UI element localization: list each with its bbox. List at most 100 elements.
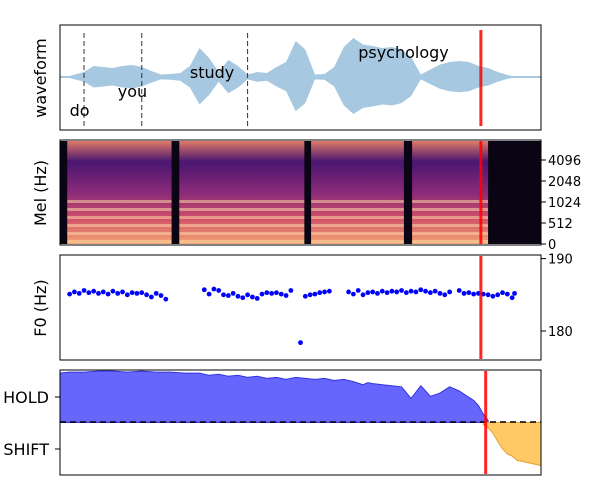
mel-ytick-label: 4096 [548,154,581,169]
f0-point [283,293,289,298]
word-label: study [190,63,234,82]
f0-point [245,292,250,298]
f0-point [365,290,371,296]
mel-silence-band [171,141,180,244]
f0-point [216,288,222,293]
mel-ylabel: Mel (Hz) [31,160,50,226]
f0-ylabel: F0 (Hz) [31,279,50,336]
f0-point [466,290,472,296]
f0-point [413,289,419,295]
f0-yticks: 180 190 [541,253,573,340]
mel-silence-bands [60,141,541,244]
f0-point [427,290,433,296]
f0-point [509,295,515,301]
f0-point [317,290,323,296]
f0-point [512,290,517,296]
f0-point [447,289,453,295]
waveform-area [60,38,541,114]
f0-point [394,289,400,295]
f0-point [240,295,246,301]
f0-point [264,290,270,296]
f0-point [351,291,356,297]
mel-ytick-label: 0 [548,238,556,253]
f0-point [302,293,308,299]
f0-point [129,290,135,296]
f0-point [91,288,97,294]
f0-point [360,292,366,298]
mel-ytick-label: 2048 [548,175,581,190]
mel-silence-band [304,141,312,244]
waveform-frame [59,24,542,131]
turn-frame [59,369,542,476]
f0-point [96,290,101,296]
f0-point [442,292,448,298]
f0-point [432,288,438,294]
f0-points [67,286,517,346]
waveform-ylabel: waveform [31,38,50,118]
f0-point [124,292,130,298]
f0-panel: 180 190 F0 (Hz) [31,253,573,361]
mel-yticks: 0 512 1024 2048 4096 [541,154,581,253]
mel-harmonics [61,200,540,244]
f0-point [163,296,169,302]
f0-point [408,288,414,294]
f0-point [110,288,116,294]
mel-silence-band [60,141,68,244]
f0-point [278,291,284,297]
f0-point [307,292,313,298]
f0-point [67,291,73,297]
turn-panel: HOLD SHIFT [3,369,542,476]
mel-frame [59,139,542,246]
f0-point [423,288,428,294]
f0-frame [59,254,542,361]
word-label: do [70,101,90,120]
f0-point [399,288,404,293]
f0-point [201,287,207,293]
f0-point [72,289,77,295]
f0-point [139,290,145,296]
mel-ytick-label: 512 [548,217,573,232]
f0-point [384,290,390,296]
mel-silence-band [488,141,541,244]
mel-silence-band [403,141,413,244]
shift-probability-area [482,422,542,467]
mel-panel: 0 512 1024 2048 4096 Mel (Hz) [31,139,581,253]
f0-point [120,289,125,295]
word-label: psychology [358,43,449,62]
f0-point [326,288,332,294]
f0-point [495,292,501,298]
word-labels: do you study psychology [70,43,449,120]
f0-ytick-label: 180 [548,325,573,340]
f0-point [100,289,106,295]
f0-point [485,292,491,298]
f0-point [115,290,121,296]
f0-point [86,290,92,296]
f0-point [259,291,265,297]
f0-point [211,286,217,292]
f0-point [504,291,510,297]
f0-point [389,288,395,294]
waveform-panel: do you study psychology waveform [31,24,542,131]
f0-point [403,290,409,296]
f0-point [206,291,212,297]
f0-point [269,290,275,296]
f0-point [288,288,294,293]
f0-point [230,290,236,296]
word-label: you [118,82,147,101]
f0-point [144,292,149,298]
f0-point [235,293,241,299]
f0-point [322,289,327,295]
hold-tick-label: HOLD [3,388,49,407]
f0-point [81,288,87,293]
f0-point [346,289,351,295]
f0-point [254,296,260,301]
f0-point [456,288,462,293]
f0-point [298,340,303,346]
hold-probability-area [59,370,489,423]
f0-point [76,290,82,296]
shift-tick-label: SHIFT [3,440,49,459]
f0-point [471,291,477,297]
f0-point [355,288,361,293]
f0-point [379,288,385,294]
f0-point [158,293,164,298]
